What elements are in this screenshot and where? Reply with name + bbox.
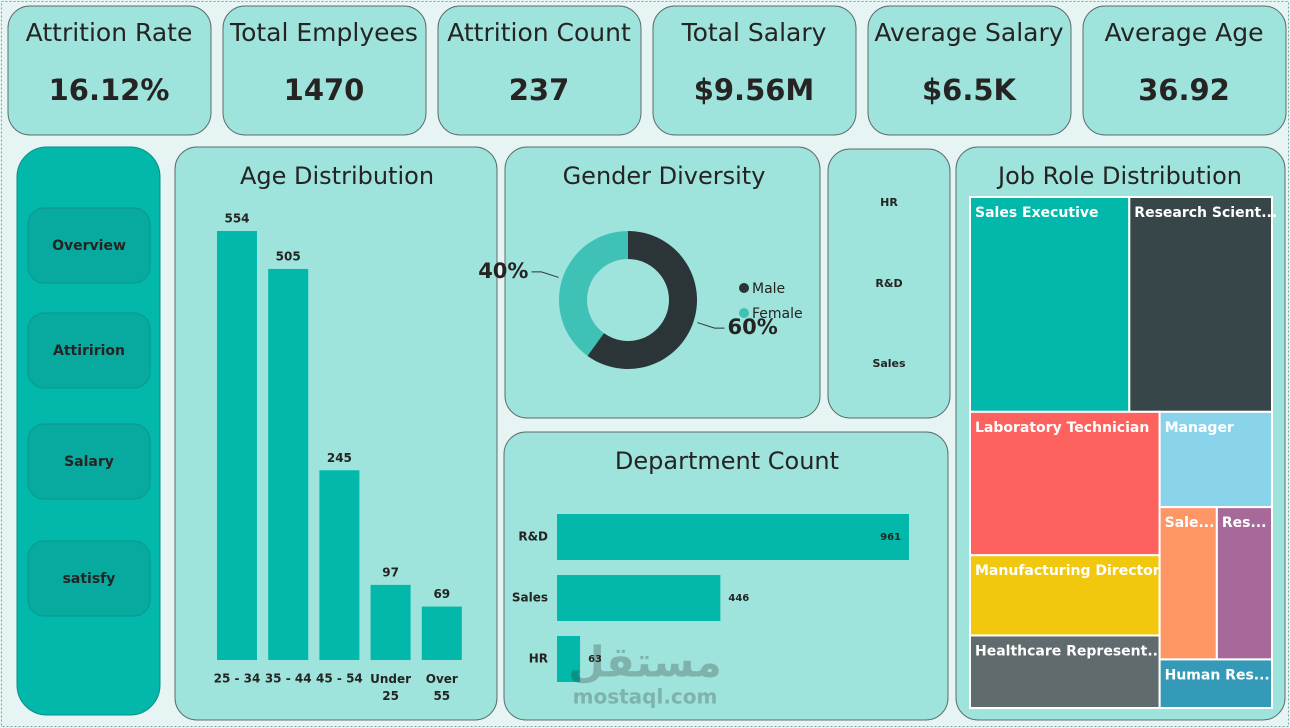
slicer-card xyxy=(827,148,951,419)
treemap-tile xyxy=(1158,506,1218,661)
tile-label: Res... xyxy=(1222,515,1267,531)
kpi-value: $6.5K xyxy=(922,73,1018,107)
nav-button[interactable] xyxy=(27,540,151,617)
kpi-title: Attrition Count xyxy=(447,18,631,47)
x-tick-label: Over 55 xyxy=(426,672,458,703)
treemap-tile xyxy=(969,554,1161,637)
kpi-title: Average Age xyxy=(1105,18,1264,47)
x-tick-label: 45 - 54 xyxy=(316,672,363,686)
data-label: 446 xyxy=(728,593,749,604)
bar xyxy=(557,575,721,621)
kpi-card xyxy=(1082,5,1287,136)
data-label: 60% xyxy=(728,315,778,339)
kpi-title: Average Salary xyxy=(874,18,1063,47)
tile-label: Human Res... xyxy=(1165,667,1270,683)
data-label: 69 xyxy=(433,587,450,601)
x-tick-label: Under 25 xyxy=(370,672,411,703)
nav-button-label[interactable]: Salary xyxy=(64,454,114,470)
bar xyxy=(557,636,581,682)
treemap-tile xyxy=(1215,506,1273,661)
slicer-item[interactable]: R&D xyxy=(875,277,902,290)
nav-button-label[interactable]: Overview xyxy=(52,238,126,254)
nav-button-label[interactable]: satisfy xyxy=(63,571,116,587)
nav-button[interactable] xyxy=(27,207,151,284)
data-label: 40% xyxy=(478,259,528,283)
tile-label: Research Scient... xyxy=(1134,205,1277,221)
treemap-tile xyxy=(969,196,1131,413)
bar xyxy=(319,470,360,660)
nav-button[interactable] xyxy=(27,312,151,389)
y-tick-label: R&D xyxy=(518,530,548,544)
kpi-value: $9.56M xyxy=(694,73,815,107)
kpi-title: Total Salary xyxy=(681,18,827,47)
legend-label: Male xyxy=(752,281,785,297)
y-tick-label: Sales xyxy=(512,591,548,605)
watermark: مستقل xyxy=(568,638,722,687)
data-label: 961 xyxy=(880,532,901,543)
bar xyxy=(370,584,411,660)
nav-button-label[interactable]: Attiririon xyxy=(53,343,125,359)
data-label: 245 xyxy=(327,451,352,465)
chart-title: Age Distribution xyxy=(240,162,434,190)
bar xyxy=(421,606,462,660)
kpi-value: 237 xyxy=(509,73,570,107)
legend-marker xyxy=(739,308,749,318)
chart-title: Department Count xyxy=(615,447,839,475)
x-tick-label: 25 - 34 xyxy=(214,672,261,686)
watermark: mostaql.com xyxy=(573,685,718,709)
donut-slice xyxy=(558,231,628,356)
treemap-tile xyxy=(1128,196,1274,413)
tile-label: Manufacturing Director xyxy=(975,563,1160,579)
tile-label: Sales Executive xyxy=(975,205,1099,221)
nav-button[interactable] xyxy=(27,423,151,500)
slicer-item[interactable]: Sales xyxy=(872,357,906,370)
treemap-tile xyxy=(969,410,1161,557)
chart-card xyxy=(503,431,949,721)
treemap-tile xyxy=(969,634,1161,709)
kpi-card xyxy=(867,5,1072,136)
data-label: 97 xyxy=(382,565,399,579)
tile-label: Sale... xyxy=(1165,515,1215,531)
legend-label: Female xyxy=(752,306,803,322)
kpi-title: Total Emplyees xyxy=(229,18,418,47)
legend-marker xyxy=(739,283,749,293)
tile-label: Laboratory Technician xyxy=(975,420,1149,436)
kpi-value: 1470 xyxy=(284,73,365,107)
slicer-item[interactable]: HR xyxy=(880,196,898,209)
y-tick-label: HR xyxy=(529,652,548,666)
kpi-card xyxy=(222,5,427,136)
tile-label: Manager xyxy=(1165,420,1234,436)
data-label: 505 xyxy=(276,249,301,263)
chart-title: Gender Diversity xyxy=(563,162,766,190)
kpi-value: 36.92 xyxy=(1138,73,1230,107)
data-label: 63 xyxy=(588,654,602,665)
treemap-tile xyxy=(1158,658,1273,710)
kpi-value: 16.12% xyxy=(49,73,170,107)
bar xyxy=(557,514,909,560)
donut-slice xyxy=(587,231,697,369)
kpi-card xyxy=(437,5,642,136)
kpi-card xyxy=(652,5,857,136)
x-tick-label: 35 - 44 xyxy=(265,672,312,686)
chart-title: Job Role Distribution xyxy=(996,162,1242,190)
bar xyxy=(268,268,309,660)
leader-line xyxy=(697,322,725,329)
data-label: 554 xyxy=(224,212,249,226)
kpi-card xyxy=(7,5,212,136)
kpi-title: Attrition Rate xyxy=(26,18,193,47)
tile-label: Healthcare Represent... xyxy=(975,643,1163,659)
leader-line xyxy=(531,271,559,278)
bar xyxy=(217,231,257,660)
